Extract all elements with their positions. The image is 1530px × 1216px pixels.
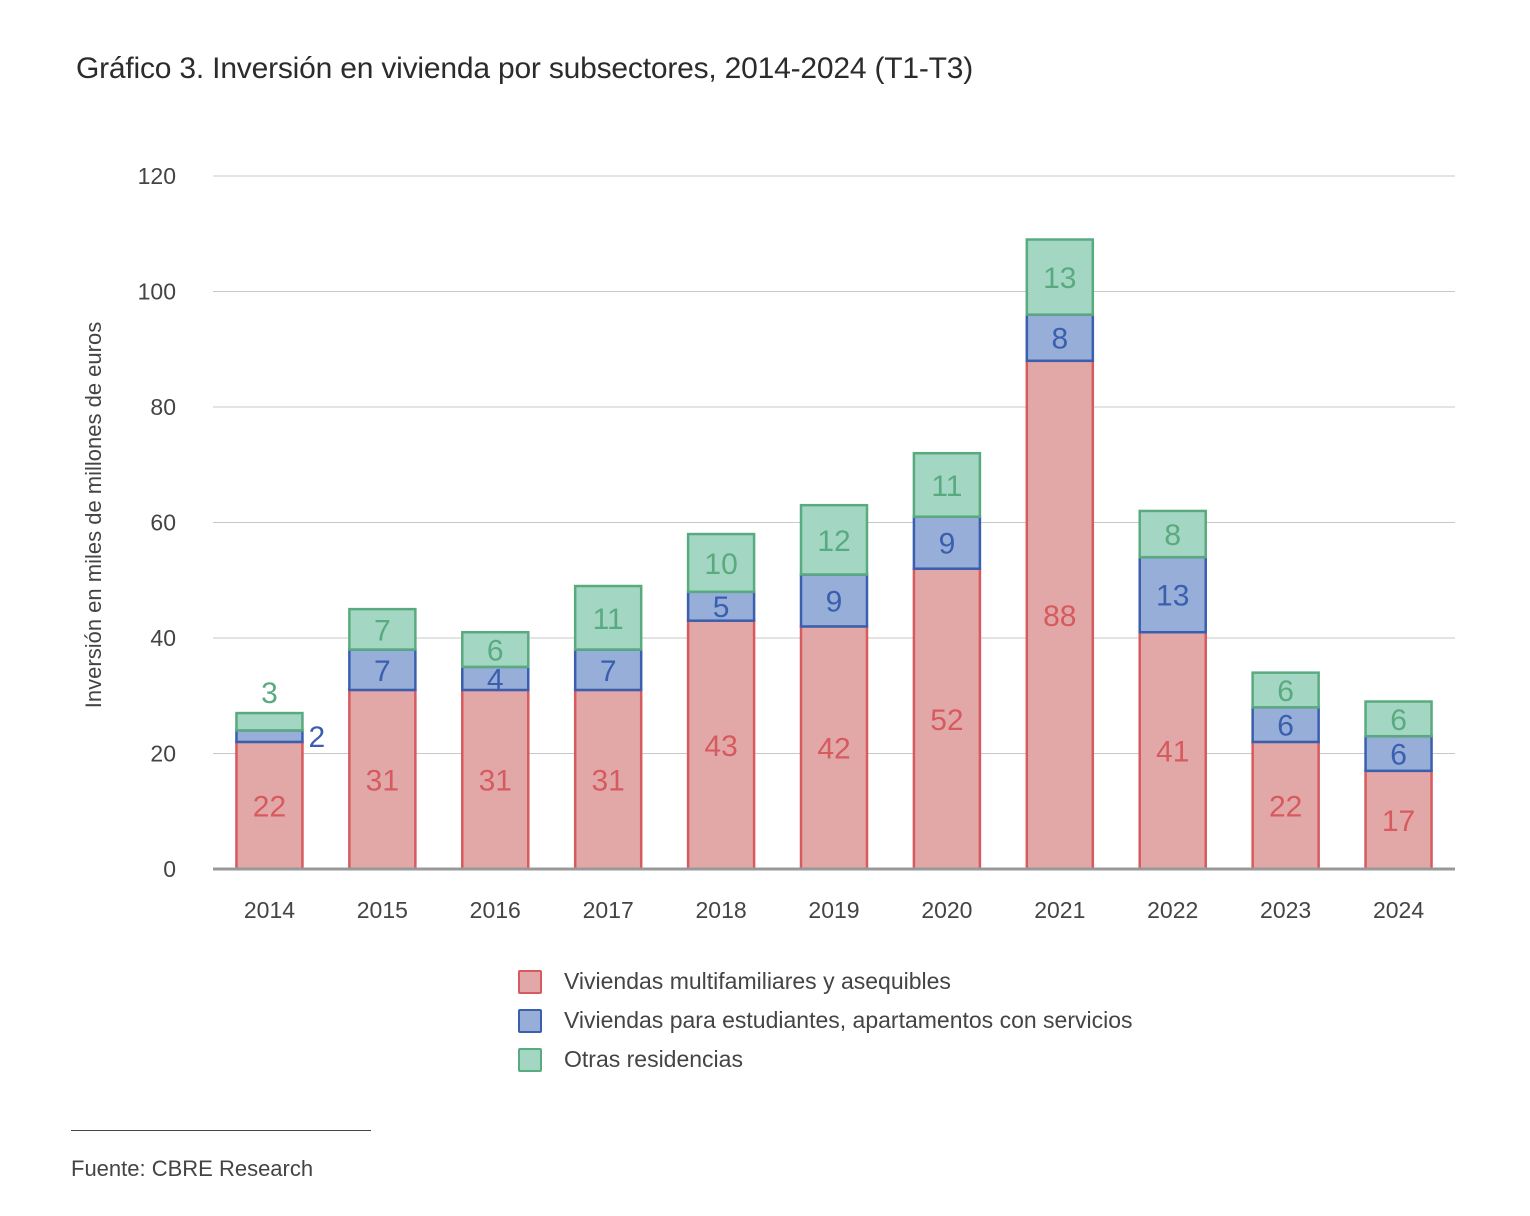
data-label: 2 (308, 721, 325, 754)
x-tick-label: 2023 (1260, 897, 1311, 923)
y-tick-label: 80 (150, 394, 176, 420)
y-tick-label: 40 (150, 625, 176, 651)
bar-segment (912, 451, 982, 518)
bar-segment (573, 584, 643, 651)
bar-segment (1025, 359, 1095, 871)
x-tick-label: 2022 (1147, 897, 1198, 923)
data-label: 9 (826, 585, 843, 618)
data-label: 88 (1043, 600, 1076, 633)
data-label: 8 (1164, 519, 1181, 552)
data-label: 31 (591, 764, 624, 797)
data-label: 12 (817, 525, 850, 558)
data-label: 5 (713, 591, 730, 624)
y-tick-label: 20 (150, 741, 176, 767)
data-label: 6 (1277, 710, 1294, 743)
bar-segment (348, 607, 417, 651)
data-label: 42 (817, 733, 850, 766)
data-label: 11 (931, 470, 962, 503)
bar-segment (461, 630, 530, 669)
legend-swatch (518, 969, 542, 994)
bar-segment (235, 729, 304, 744)
y-tick-label: 120 (138, 163, 176, 189)
data-labels: 2223317731463171143510429125291188813411… (253, 262, 1415, 838)
y-axis-label: Inversión en miles de millones de euros (81, 322, 106, 708)
data-label: 6 (1390, 704, 1407, 737)
bar-segment (1138, 509, 1207, 559)
bar-segment (573, 648, 643, 692)
data-label: 7 (600, 655, 617, 688)
x-tick-label: 2019 (808, 897, 859, 923)
data-label: 4 (487, 663, 504, 696)
data-label: 8 (1051, 323, 1068, 356)
bar-segment (1364, 700, 1433, 738)
source-note: Fuente: CBRE Research (71, 1156, 314, 1181)
legend-item: Otras residencias (518, 1040, 1133, 1079)
chart-title: Gráfico 3. Inversión en vivienda por sub… (76, 52, 974, 85)
x-tick-label: 2021 (1034, 897, 1085, 923)
data-label: 10 (704, 548, 737, 581)
data-label: 43 (704, 730, 737, 763)
data-label: 13 (1156, 580, 1189, 613)
bar-segment (799, 503, 869, 576)
legend-item: Viviendas para estudiantes, apartamentos… (518, 1001, 1133, 1040)
data-label: 31 (366, 764, 399, 797)
legend-label: Viviendas para estudiantes, apartamentos… (564, 1007, 1133, 1033)
data-label: 6 (1277, 675, 1294, 708)
data-label: 3 (261, 677, 278, 710)
data-label: 22 (1269, 790, 1302, 823)
x-tick-labels: 2014 2015 2016 2017 2018 2019 2020 2021 2022 2023… (244, 897, 1424, 923)
stacked-bar-chart: 0 20 40 60 80 100 120 Inversión en miles de mi… (81, 163, 1455, 923)
footnote-divider (71, 1130, 371, 1131)
data-label: 17 (1382, 805, 1415, 838)
x-tick-label: 2024 (1373, 897, 1424, 923)
legend-label: Otras residencias (564, 1046, 743, 1072)
x-tick-label: 2017 (583, 897, 634, 923)
data-label: 6 (1390, 739, 1407, 772)
y-tick-label: 60 (150, 510, 176, 536)
y-tick-labels: 0 20 40 60 80 100 120 (138, 163, 176, 882)
data-label: 52 (930, 704, 963, 737)
bar-segment (912, 567, 982, 871)
data-label: 13 (1043, 262, 1076, 295)
legend-swatch (518, 1008, 542, 1033)
bar-segment (1251, 671, 1320, 709)
y-tick-label: 0 (163, 856, 176, 882)
bar-segment (1251, 706, 1320, 744)
legend-item: Viviendas multifamiliares y asequibles (518, 962, 1133, 1001)
data-label: 9 (939, 528, 956, 561)
data-label: 6 (487, 635, 504, 668)
legend-label: Viviendas multifamiliares y asequibles (564, 968, 951, 994)
bar-segment (235, 711, 304, 732)
data-label: 7 (374, 655, 391, 688)
x-tick-label: 2015 (357, 897, 408, 923)
legend-swatch (518, 1047, 542, 1072)
x-tick-label: 2020 (921, 897, 972, 923)
x-tick-label: 2014 (244, 897, 295, 923)
data-label: 22 (253, 790, 286, 823)
bar-segment (1251, 740, 1320, 871)
bar-segment (1025, 238, 1095, 316)
data-label: 41 (1156, 736, 1189, 769)
legend: Viviendas multifamiliares y asequibles Vi… (518, 962, 1133, 1079)
data-label: 31 (479, 764, 512, 797)
data-label: 7 (374, 614, 391, 647)
bar-segment (686, 532, 756, 594)
x-tick-label: 2018 (696, 897, 747, 923)
data-label: 11 (593, 603, 624, 636)
y-tick-label: 100 (138, 279, 176, 305)
x-tick-label: 2016 (470, 897, 521, 923)
